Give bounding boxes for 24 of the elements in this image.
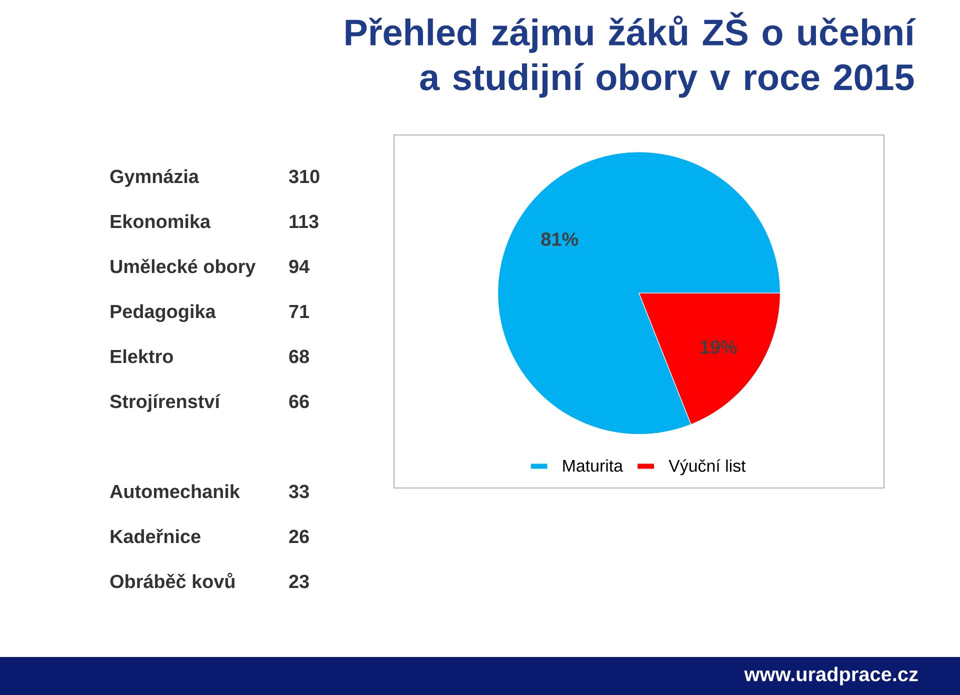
category-label: Kadeřnice bbox=[110, 528, 200, 544]
category-label: Pedagogika bbox=[110, 304, 216, 322]
category-label: Elektro bbox=[110, 349, 173, 364]
text: 26 bbox=[289, 530, 309, 544]
text: 68 bbox=[289, 350, 309, 364]
text: 310 bbox=[288, 170, 320, 184]
category-label: Automechanik bbox=[110, 484, 240, 498]
category-label: Ekonomika bbox=[110, 214, 211, 228]
text: 113 bbox=[290, 214, 318, 228]
category-label: Strojírenství bbox=[110, 394, 220, 412]
text: 33 bbox=[288, 484, 309, 498]
category-label: Gymnázia bbox=[110, 169, 200, 187]
legend-label: Maturita bbox=[563, 459, 624, 472]
text: 71 bbox=[289, 304, 310, 318]
text: www.uradprace.cz bbox=[744, 666, 918, 686]
text: Přehled zájmu žáků ZŠ o učební a studijní obory v roce 2015 bbox=[346, 12, 916, 98]
category-label: Umělecké obory bbox=[110, 258, 256, 277]
category-label: Obráběč kovů bbox=[110, 572, 234, 588]
data-label: 81% bbox=[541, 232, 578, 246]
text: 23 bbox=[289, 574, 309, 588]
text: 66 bbox=[289, 394, 309, 408]
legend-label: Výuční list bbox=[668, 459, 746, 476]
data-label: 19% bbox=[700, 340, 737, 354]
text: 94 bbox=[289, 260, 310, 274]
